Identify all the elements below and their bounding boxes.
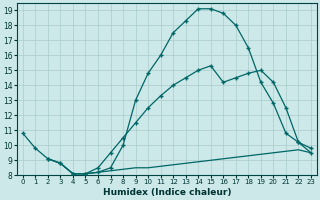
X-axis label: Humidex (Indice chaleur): Humidex (Indice chaleur) (103, 188, 231, 197)
